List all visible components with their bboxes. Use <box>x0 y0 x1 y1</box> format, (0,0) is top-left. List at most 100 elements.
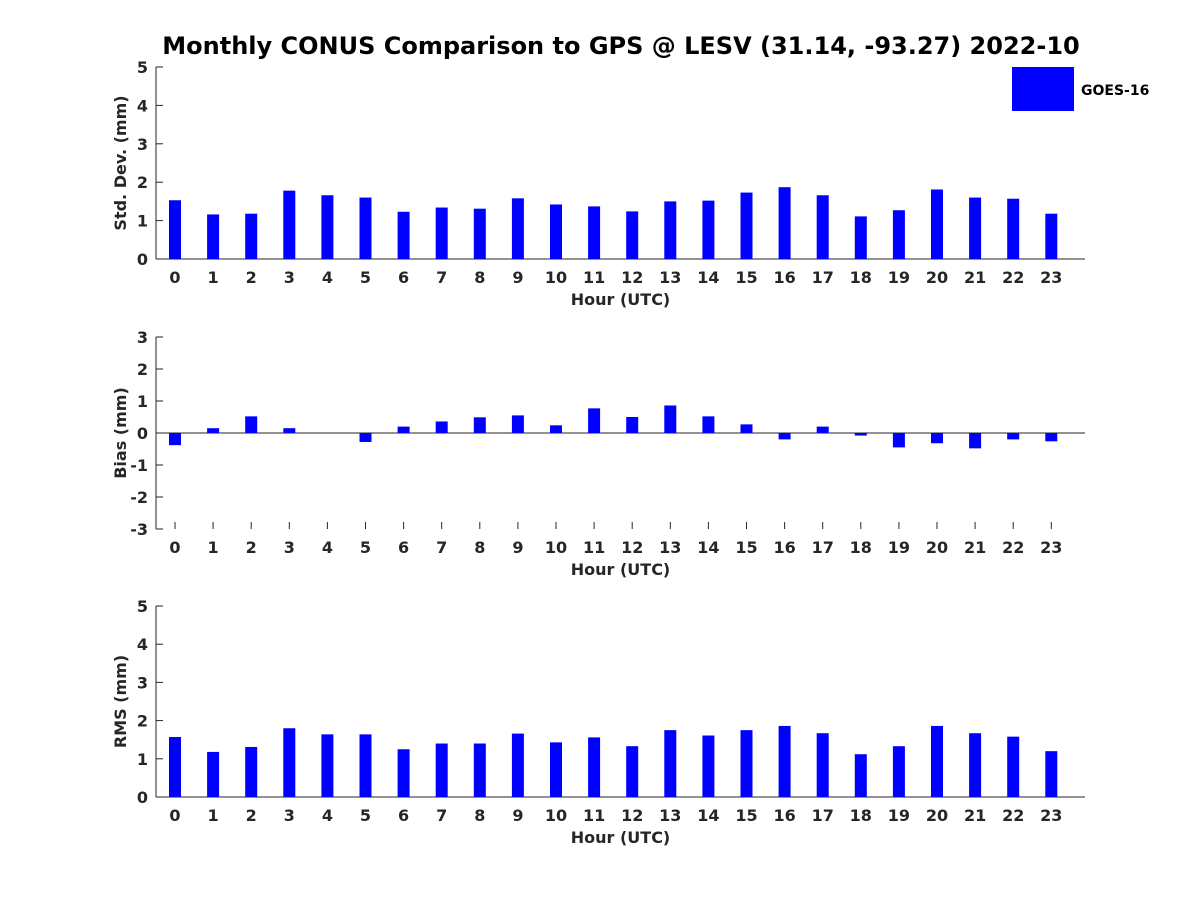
bar-15 <box>740 424 753 433</box>
x-tick-label: 10 <box>545 268 567 287</box>
x-tick-label: 15 <box>735 806 757 825</box>
bar-8 <box>473 417 486 433</box>
y-tick-label: 0 <box>137 424 148 443</box>
bar-2 <box>245 416 258 433</box>
x-tick-label: 23 <box>1040 806 1062 825</box>
bar-11 <box>588 737 601 797</box>
bar-16 <box>778 725 791 797</box>
x-tick-label: 0 <box>169 268 180 287</box>
bar-8 <box>473 743 486 797</box>
x-tick-label: 22 <box>1002 806 1024 825</box>
bar-10 <box>550 425 562 433</box>
x-tick-label: 23 <box>1040 268 1062 287</box>
x-axis-label: Hour (UTC) <box>571 560 671 579</box>
x-tick-label: 9 <box>512 806 523 825</box>
bar-20 <box>931 189 943 259</box>
y-tick-label: 0 <box>137 788 148 807</box>
x-tick-label: 11 <box>583 806 605 825</box>
bar-13 <box>664 730 677 797</box>
x-tick-label: 3 <box>284 538 295 557</box>
bar-17 <box>816 426 829 433</box>
x-tick-label: 3 <box>284 806 295 825</box>
x-tick-label: 0 <box>169 538 180 557</box>
bar-19 <box>892 746 905 797</box>
y-tick-label: 4 <box>137 96 148 115</box>
x-tick-label: 8 <box>474 268 485 287</box>
x-tick-label: 20 <box>926 806 948 825</box>
bar-5 <box>359 197 372 259</box>
x-tick-label: 18 <box>850 268 872 287</box>
x-tick-label: 20 <box>926 538 948 557</box>
bar-16 <box>778 433 791 440</box>
bar-22 <box>1007 198 1020 259</box>
bar-18 <box>854 433 867 436</box>
bar-18 <box>854 754 867 797</box>
bar-20 <box>931 433 943 444</box>
y-tick-label: 2 <box>137 712 148 731</box>
x-tick-label: 6 <box>398 806 409 825</box>
x-tick-label: 15 <box>735 538 757 557</box>
bar-16 <box>778 187 791 259</box>
bar-8 <box>473 208 486 259</box>
x-tick-label: 0 <box>169 806 180 825</box>
x-tick-label: 15 <box>735 268 757 287</box>
x-tick-label: 1 <box>208 806 219 825</box>
x-tick-label: 14 <box>697 538 719 557</box>
x-tick-label: 14 <box>697 806 719 825</box>
bar-12 <box>626 211 639 259</box>
x-tick-label: 18 <box>850 538 872 557</box>
bar-14 <box>702 735 715 797</box>
x-tick-label: 12 <box>621 806 643 825</box>
x-tick-label: 5 <box>360 538 371 557</box>
bar-18 <box>854 216 867 259</box>
bar-6 <box>397 426 410 433</box>
y-axis-label: RMS (mm) <box>111 655 130 748</box>
bar-0 <box>169 200 181 259</box>
chart-title: Monthly CONUS Comparison to GPS @ LESV (… <box>162 32 1079 60</box>
x-tick-label: 20 <box>926 268 948 287</box>
bar-2 <box>245 746 258 797</box>
bar-9 <box>511 198 524 259</box>
bar-21 <box>969 197 982 259</box>
bar-4 <box>321 734 334 797</box>
bar-17 <box>816 195 829 259</box>
bar-12 <box>626 417 639 433</box>
x-tick-label: 12 <box>621 538 643 557</box>
bar-12 <box>626 746 639 797</box>
bar-14 <box>702 416 715 433</box>
bar-7 <box>435 421 448 433</box>
y-tick-label: 1 <box>137 392 148 411</box>
bar-15 <box>740 192 753 259</box>
bar-10 <box>550 742 562 797</box>
bar-23 <box>1045 751 1058 797</box>
y-tick-label: -3 <box>130 520 148 539</box>
x-tick-label: 21 <box>964 268 986 287</box>
x-tick-label: 17 <box>812 806 834 825</box>
x-tick-label: 4 <box>322 538 333 557</box>
x-tick-label: 17 <box>812 268 834 287</box>
bar-17 <box>816 733 829 797</box>
bar-2 <box>245 213 258 259</box>
bar-21 <box>969 433 982 449</box>
x-tick-label: 22 <box>1002 268 1024 287</box>
x-tick-label: 16 <box>773 538 795 557</box>
x-tick-label: 12 <box>621 268 643 287</box>
bar-19 <box>892 433 905 448</box>
bar-11 <box>588 408 601 433</box>
x-tick-label: 4 <box>322 268 333 287</box>
bar-23 <box>1045 433 1058 442</box>
bar-13 <box>664 201 677 259</box>
y-tick-label: -2 <box>130 488 148 507</box>
x-tick-label: 7 <box>436 268 447 287</box>
bar-0 <box>169 433 181 446</box>
x-tick-label: 19 <box>888 806 910 825</box>
y-axis-label: Bias (mm) <box>111 387 130 479</box>
x-tick-label: 16 <box>773 268 795 287</box>
x-tick-label: 14 <box>697 268 719 287</box>
y-tick-label: 3 <box>137 328 148 347</box>
y-tick-label: 0 <box>137 250 148 269</box>
legend-swatch <box>1012 67 1074 111</box>
